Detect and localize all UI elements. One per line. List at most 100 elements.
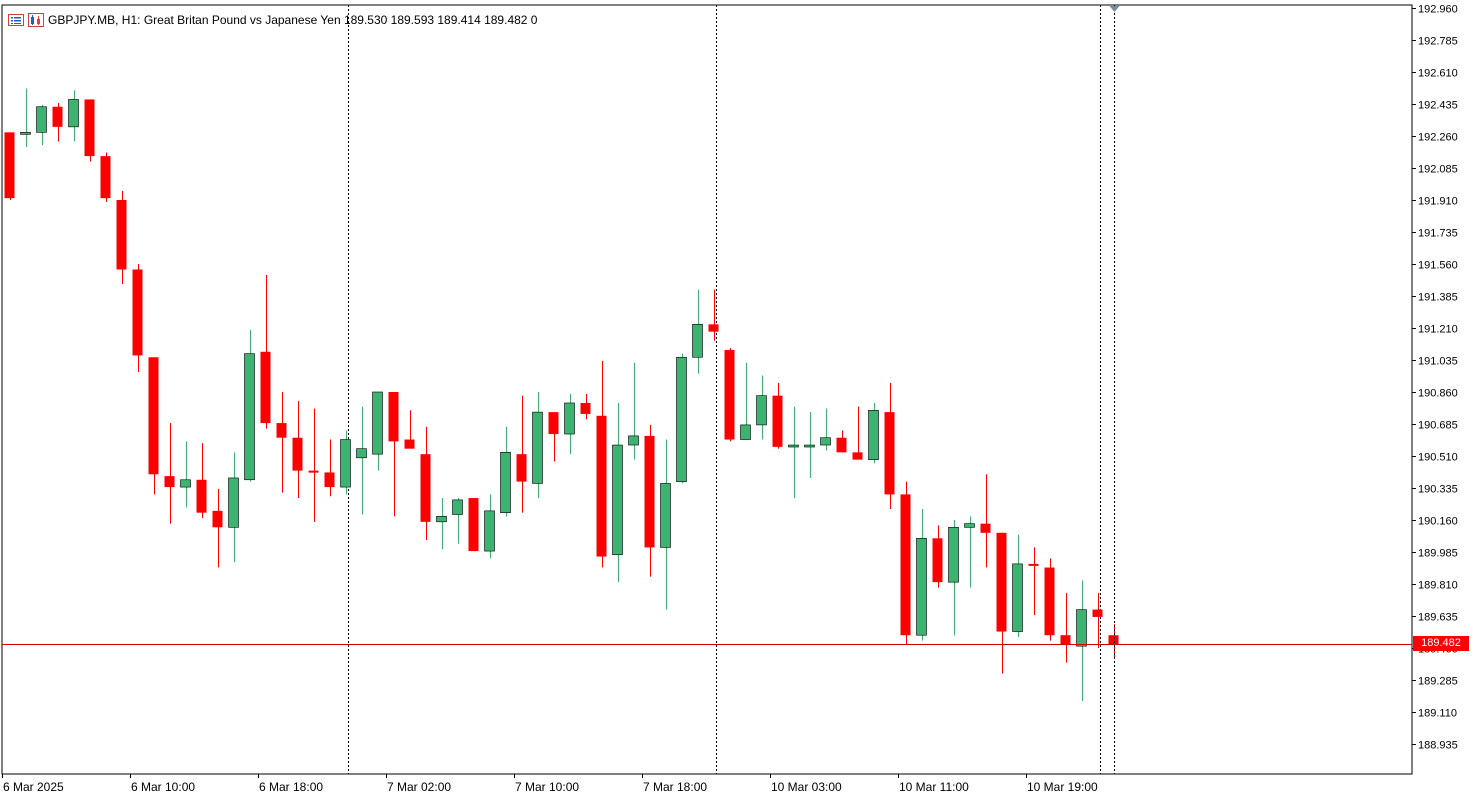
- candle-body-bear: [980, 523, 991, 533]
- price-axis[interactable]: 192.960 192.785 192.610 192.435 192.260 192.0…: [1412, 4, 1458, 752]
- candle-body-bull: [628, 435, 639, 446]
- price-tick-label: 191.385: [1418, 292, 1458, 304]
- price-tick-label: 192.260: [1418, 132, 1458, 144]
- chart-icon[interactable]: [28, 13, 44, 27]
- chart-header: GBPJPY.MB, H1: Great Britan Pound vs Jap…: [8, 11, 537, 29]
- candle: [548, 412, 559, 462]
- price-tick-label: 191.910: [1418, 196, 1458, 208]
- candle-body-bear: [996, 532, 1007, 632]
- candle: [628, 362, 639, 460]
- candle-body-bull: [436, 516, 447, 523]
- candle-body-bull: [68, 99, 79, 128]
- candle-body-bull: [692, 324, 703, 358]
- candle-body-bear: [836, 437, 847, 453]
- candle-body-bull: [1012, 563, 1023, 632]
- price-tick-label: 191.210: [1418, 324, 1458, 336]
- candle: [1060, 593, 1071, 663]
- candle: [660, 439, 671, 610]
- time-tick-label: 10 Mar 19:00: [1027, 780, 1098, 794]
- candle-body-bull: [244, 353, 255, 481]
- price-tick-label: 189.985: [1418, 548, 1458, 560]
- candle: [964, 516, 975, 588]
- candle-body-bear: [420, 454, 431, 522]
- chart-shift-marker[interactable]: [1109, 5, 1120, 774]
- candle: [1092, 593, 1103, 648]
- candle: [196, 443, 207, 519]
- price-tick-label: 190.335: [1418, 484, 1458, 496]
- candle: [852, 406, 863, 460]
- candle-body-bear: [1092, 609, 1103, 617]
- candle-body-bear: [52, 106, 63, 127]
- candle-body-bull: [500, 452, 511, 513]
- candle: [804, 412, 815, 478]
- candle: [468, 498, 479, 552]
- candle-body-bull: [532, 411, 543, 484]
- candle-body-bull: [340, 439, 351, 488]
- candle: [644, 424, 655, 577]
- candle: [100, 152, 111, 202]
- time-tick-label: 10 Mar 11:00: [899, 780, 969, 794]
- candle-body-bear: [596, 415, 607, 557]
- candle-body-bull: [372, 391, 383, 455]
- candle-body-bear: [4, 132, 15, 199]
- candle-body-bull: [868, 409, 879, 460]
- candle-body-bear: [388, 392, 399, 442]
- time-tick-label: 6 Mar 18:00: [259, 780, 323, 794]
- candle: [212, 488, 223, 568]
- candle: [596, 360, 607, 568]
- shift-triangle-icon[interactable]: [1109, 6, 1120, 12]
- candle-body-bull: [948, 527, 959, 583]
- list-icon[interactable]: [8, 13, 24, 27]
- candle-body-bull: [756, 395, 767, 426]
- candle: [452, 498, 463, 544]
- price-tick-label: 192.960: [1418, 4, 1458, 16]
- price-tick-label: 189.285: [1418, 676, 1458, 688]
- candle-body-bear: [1060, 635, 1071, 645]
- candle: [324, 439, 335, 497]
- candle: [1012, 534, 1023, 638]
- candle-body-bull: [36, 106, 47, 133]
- candle: [20, 88, 31, 147]
- plot-area: [1, 4, 1413, 775]
- candle-body-bear: [900, 494, 911, 636]
- candle-body-bear: [148, 357, 159, 475]
- candle-body-bull: [788, 444, 799, 448]
- price-tick-label: 191.735: [1418, 228, 1458, 240]
- price-tick-label: 192.435: [1418, 100, 1458, 112]
- price-tick-label: 192.085: [1418, 164, 1458, 176]
- candle-body-bull: [484, 510, 495, 552]
- candle: [532, 392, 543, 499]
- candles-layer: [4, 88, 1119, 702]
- price-tick-label: 190.860: [1418, 388, 1458, 400]
- candle-body-bull: [660, 483, 671, 548]
- time-axis[interactable]: 6 Mar 2025 6 Mar 10:00 6 Mar 18:00 7 Mar 02…: [2, 774, 1099, 794]
- candle: [436, 498, 447, 550]
- candle: [340, 430, 351, 495]
- candle: [708, 289, 719, 341]
- candle: [692, 289, 703, 374]
- candle-body-bull: [1076, 609, 1087, 647]
- candle: [1044, 558, 1055, 641]
- candle: [228, 452, 239, 563]
- time-tick-label: 6 Mar 10:00: [131, 780, 195, 794]
- price-tick-label: 191.035: [1418, 356, 1458, 368]
- candle-body-bear: [308, 470, 319, 473]
- candle: [820, 408, 831, 451]
- price-tick-label: 188.935: [1418, 740, 1458, 752]
- candle: [948, 520, 959, 636]
- time-tick-label: 7 Mar 18:00: [643, 780, 707, 794]
- candle-body-bear: [1044, 567, 1055, 636]
- candle: [916, 509, 927, 641]
- candle-body-bear: [548, 412, 559, 435]
- candle: [164, 423, 175, 524]
- candle: [116, 190, 127, 285]
- candle: [772, 382, 783, 449]
- candle: [292, 401, 303, 499]
- candle-body-bear: [852, 452, 863, 460]
- candle-body-bear: [196, 479, 207, 513]
- candle: [276, 392, 287, 493]
- candle-body-bull: [180, 479, 191, 488]
- price-tick-label: 190.510: [1418, 452, 1458, 464]
- time-tick-label: 7 Mar 02:00: [387, 780, 451, 794]
